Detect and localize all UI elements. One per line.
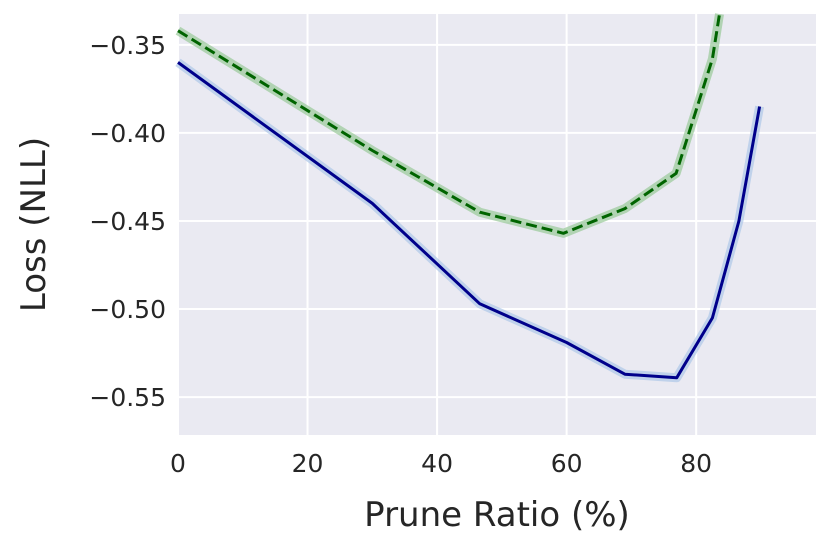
x-tick-label: 80 <box>680 449 712 478</box>
y-tick-labels: −0.35 −0.40 −0.45 −0.50 −0.55 <box>89 31 166 412</box>
x-tick-label: 20 <box>292 449 324 478</box>
y-axis-label: Loss (NLL) <box>14 137 54 312</box>
y-tick-label: −0.50 <box>89 295 166 324</box>
plot-area <box>178 14 816 435</box>
x-tick-label: 0 <box>170 449 186 478</box>
x-tick-label: 60 <box>551 449 583 478</box>
x-axis-label: Prune Ratio (%) <box>364 495 630 535</box>
y-tick-label: −0.45 <box>89 207 166 236</box>
y-tick-label: −0.55 <box>89 383 166 412</box>
series-1-line <box>177 61 762 380</box>
series-2-line <box>177 13 721 235</box>
y-tick-label: −0.40 <box>89 119 166 148</box>
y-tick-label: −0.35 <box>89 31 166 60</box>
series-lines <box>177 13 762 380</box>
x-tick-label: 40 <box>421 449 453 478</box>
x-tick-labels: 0 20 40 60 80 <box>170 449 712 478</box>
